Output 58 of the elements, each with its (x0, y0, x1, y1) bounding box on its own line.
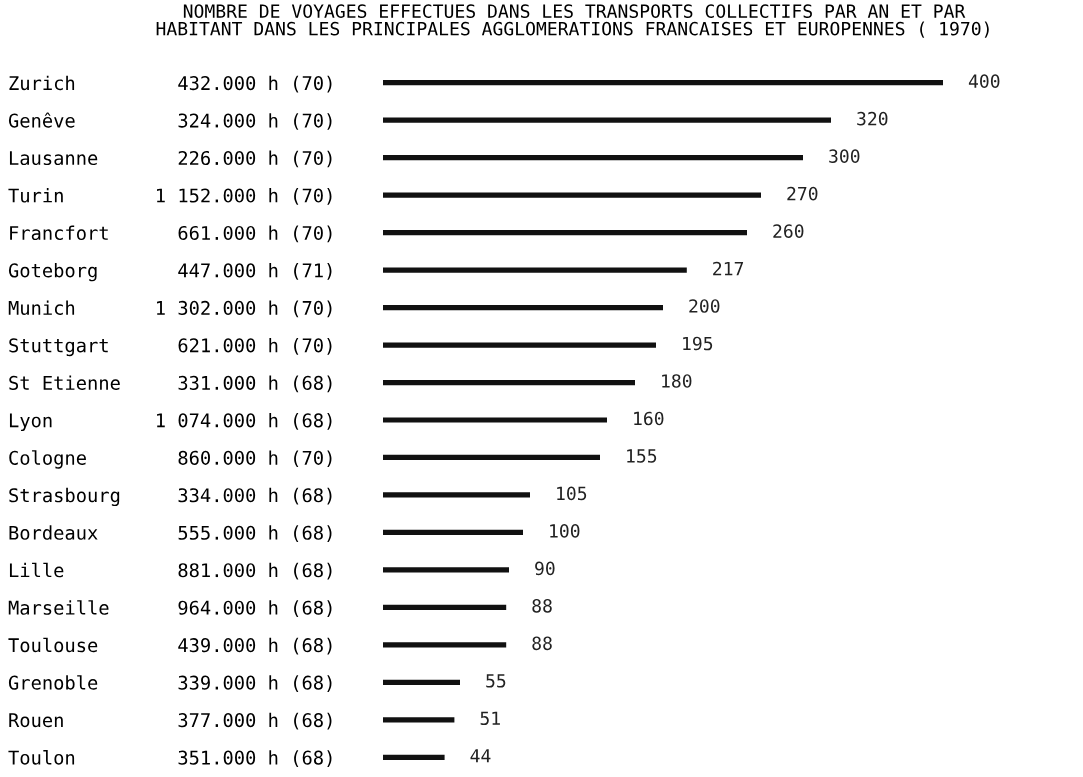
data-label: 320 (857, 111, 888, 126)
bar (383, 155, 803, 161)
y-tick-label: Lausanne 226.000 h (70) (9, 150, 332, 168)
bar (383, 717, 455, 723)
bar (383, 529, 523, 536)
data-label: 300 (829, 149, 860, 163)
y-tick-label: Munich 1 302.000 h (70) (8, 300, 332, 318)
y-tick-label: Genêve 324.000 h (70) (8, 112, 332, 130)
bar (383, 679, 460, 685)
bar (383, 117, 831, 123)
y-tick-label: Marseille 964.000 h (68) (8, 600, 332, 618)
bar (383, 567, 509, 573)
data-label: 217 (713, 261, 744, 276)
y-tick-label: St Etienne 331.000 h (68) (9, 375, 332, 393)
y-tick-label: Strasbourg 334.000 h (68) (9, 487, 332, 507)
bar (383, 342, 656, 348)
data-label: 400 (968, 74, 1000, 89)
y-tick-label: Rouen 377.000 h (68) (9, 712, 332, 730)
data-label: 260 (773, 224, 804, 238)
y-tick-label: Turin 1 152.000 h (70) (8, 188, 332, 205)
bar (383, 80, 943, 86)
bar (383, 604, 507, 610)
bar (383, 192, 761, 198)
data-label: 88 (532, 636, 552, 651)
y-tick-label: Stuttgart 621.000 h (70) (9, 337, 332, 357)
data-label: 55 (486, 674, 506, 688)
y-tick-label: Zurich 432.000 h (70) (9, 75, 332, 93)
data-label: 44 (470, 749, 491, 763)
data-label: 270 (787, 186, 818, 201)
y-tick-label: Toulon 351.000 h (68) (8, 750, 332, 767)
bar (383, 379, 635, 386)
bar (383, 492, 530, 498)
y-tick-label: Grenoble 339.000 h (68) (8, 675, 332, 692)
data-label: 200 (689, 299, 720, 313)
y-tick-label: Goteborg 447.000 h (71) (8, 262, 332, 282)
y-tick-label: Toulouse 439.000 h (68) (8, 637, 332, 655)
bar (383, 267, 687, 273)
data-label: 100 (550, 524, 580, 538)
data-label: 195 (683, 336, 713, 351)
data-label: 51 (480, 711, 500, 726)
data-label: 155 (627, 449, 657, 463)
data-label: 90 (535, 561, 555, 576)
y-tick-label: Lyon 1 074.000 h (68) (9, 412, 332, 432)
data-label: 180 (662, 374, 692, 388)
bar (383, 642, 507, 648)
bar (383, 304, 663, 311)
bar (383, 417, 607, 423)
y-tick-label: Francfort 661.000 h (70) (10, 225, 332, 243)
bar (383, 230, 747, 236)
y-tick-label: Bordeaux 555.000 h (68) (9, 525, 332, 543)
data-label: 88 (532, 599, 552, 613)
y-tick-label: Lille 881.000 h (68) (9, 562, 332, 580)
y-tick-label: Cologne 860.000 h (70) (9, 450, 332, 469)
chart-title: NOMBRE DE VOYAGES EFFECTUES DANS LES TRANSPORTS COLLECTIFS PAR AN ET PAR HABITANT DANS LES PRINCIPALES AGGLOMERATIONS FRANCAISES ET EUROPENNES ( 1970) (156, 4, 989, 38)
bar (383, 754, 445, 760)
data-label: 160 (634, 411, 664, 426)
bar (383, 454, 600, 461)
data-label: 105 (557, 486, 587, 501)
